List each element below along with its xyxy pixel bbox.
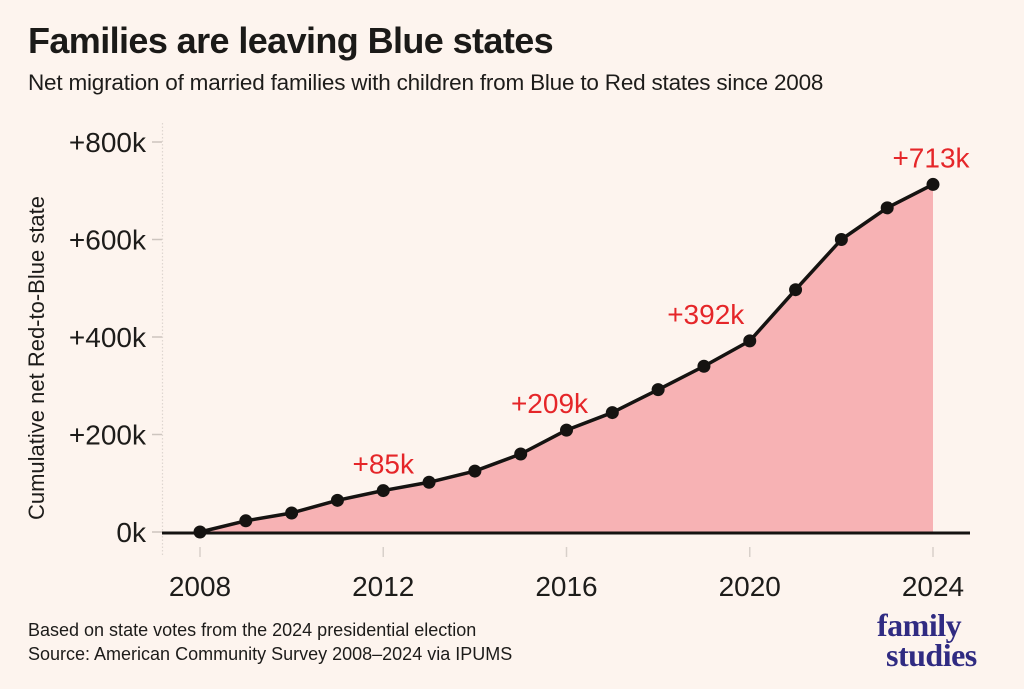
y-tick-label: +800k [69, 127, 147, 158]
chart-footer: Based on state votes from the 2024 presi… [28, 618, 512, 666]
data-point [560, 423, 573, 437]
logo-line1: family [877, 607, 962, 643]
data-point [422, 475, 436, 489]
annotation-label: +209k [511, 388, 589, 419]
area-fill [200, 184, 933, 532]
data-point [743, 334, 757, 348]
y-tick-label: 0k [116, 517, 147, 548]
annotation-label: +85k [353, 449, 415, 480]
data-point [926, 177, 940, 191]
data-point [468, 464, 482, 478]
data-point [697, 359, 711, 373]
y-tick-label: +400k [69, 322, 147, 353]
annotation-label: +713k [892, 142, 970, 173]
chart-subtitle: Net migration of married families with c… [28, 70, 824, 95]
logo-line2: studies [886, 637, 977, 673]
x-tick-label: 2012 [352, 571, 414, 602]
data-point [834, 233, 848, 246]
chart-title: Families are leaving Blue states [28, 20, 554, 61]
data-point [514, 447, 528, 461]
data-point [376, 484, 390, 498]
data-point [285, 506, 299, 520]
y-tick-label: +600k [69, 225, 147, 256]
family-studies-logo: family studies [877, 607, 977, 673]
y-tick-label: +200k [69, 420, 147, 451]
x-tick-label: 2020 [719, 571, 781, 602]
data-point [330, 493, 344, 507]
data-point [605, 406, 619, 420]
source-note: Source: American Community Survey 2008–2… [28, 644, 513, 664]
x-tick-label: 2016 [535, 571, 597, 602]
x-tick-label: 2008 [169, 571, 231, 602]
data-point [239, 514, 253, 528]
x-tick-label: 2024 [902, 571, 964, 602]
data-point [789, 283, 803, 297]
footnote: Based on state votes from the 2024 presi… [28, 620, 477, 640]
data-point [193, 525, 207, 539]
data-point [880, 201, 894, 215]
data-point [651, 383, 665, 397]
annotation-label: +392k [667, 299, 745, 330]
